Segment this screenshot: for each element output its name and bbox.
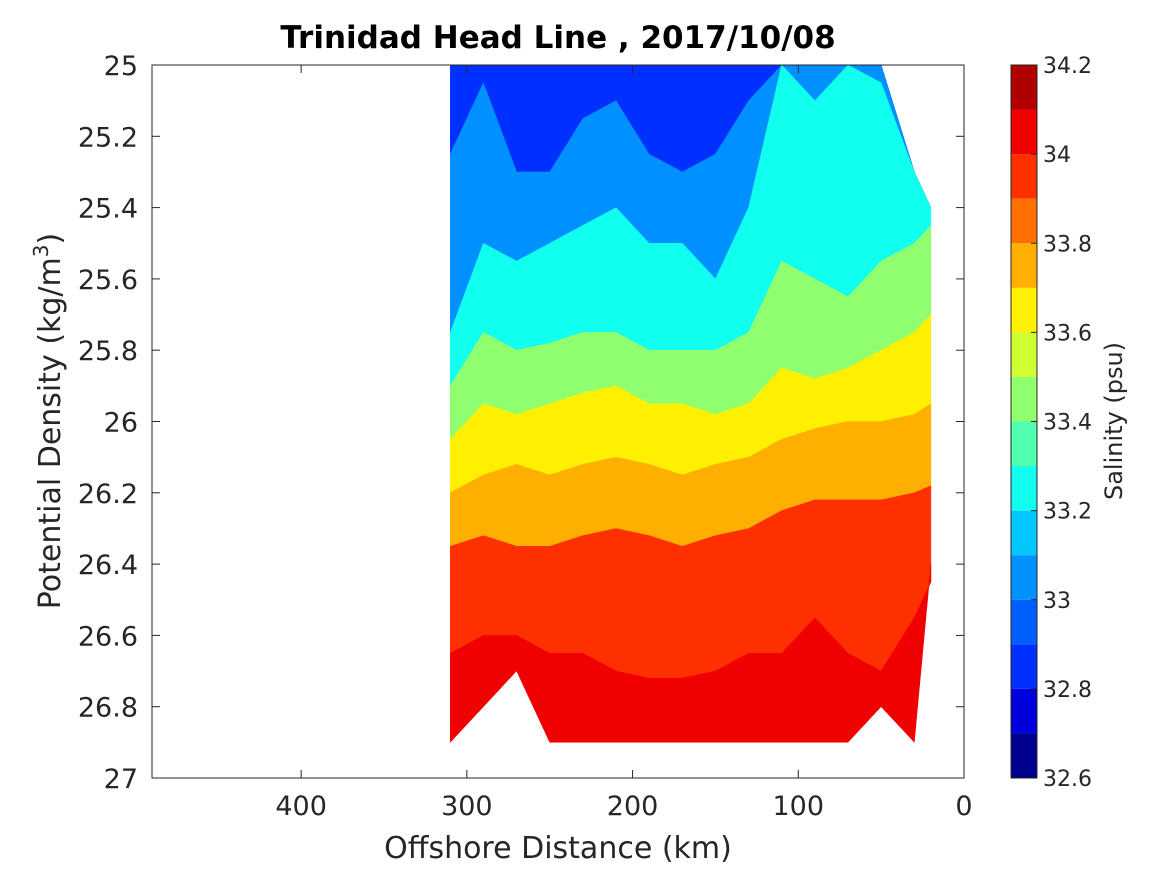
y-tick-label: 25.8 [78, 336, 138, 367]
colorbar-label: Salinity (psu) [1100, 342, 1128, 500]
colorbar-swatch [1011, 65, 1037, 110]
y-tick-label: 26 [104, 408, 138, 439]
colorbar-tick-label: 33.4 [1043, 411, 1092, 436]
x-tick-label: 200 [607, 791, 659, 822]
x-tick-label: 100 [773, 791, 825, 822]
chart-title: Trinidad Head Line , 2017/10/08 [280, 20, 835, 56]
y-tick-label: 27 [104, 764, 138, 795]
x-tick-label: 300 [441, 791, 493, 822]
salinity-contours [450, 65, 932, 743]
y-tick-label: 25.6 [78, 265, 138, 296]
y-tick-label: 26.4 [78, 550, 138, 581]
x-tick-label: 400 [275, 791, 327, 822]
y-tick-label: 25.4 [78, 194, 138, 225]
colorbar-tick-label: 33.2 [1043, 500, 1092, 525]
plot-area [151, 64, 965, 779]
colorbar-tick-label: 32.8 [1043, 678, 1092, 703]
colorbar-swatch [1011, 287, 1037, 333]
y-tick-label: 26.2 [78, 479, 138, 510]
colorbar-swatch [1011, 332, 1037, 377]
colorbar-swatch [1011, 688, 1037, 734]
colorbar-swatch [1011, 198, 1037, 244]
y-axis-label: Potential Density (kg/m3) [29, 233, 68, 609]
colorbar-ticks: 32.6 32.8 33 33.2 33.4 33.6 33.8 34 34.2 [1031, 54, 1092, 792]
colorbar-tick-label: 33 [1043, 589, 1071, 614]
contour-band-34-1-34-2 [450, 564, 932, 743]
colorbar-swatch [1011, 154, 1037, 199]
colorbar-tick-label: 32.6 [1043, 767, 1092, 792]
y-tick-label: 26.6 [78, 621, 138, 652]
y-tick-label: 25.2 [78, 122, 138, 153]
x-axis: 400 300 200 100 0 [275, 65, 973, 822]
colorbar [1010, 64, 1038, 779]
colorbar-swatch [1011, 466, 1037, 511]
y-axis-label-main: Potential Density (kg/m [33, 257, 68, 609]
colorbar-swatch [1011, 733, 1037, 778]
y-axis-label-close: ) [33, 233, 68, 245]
colorbar-tick-label: 34.2 [1043, 54, 1092, 79]
colorbar-tick-label: 33.6 [1043, 321, 1092, 346]
colorbar-swatch [1011, 376, 1037, 422]
y-axis: 25 25.2 25.4 25.6 25.8 26 26.2 26.4 26.6 26.8 27 [78, 51, 964, 795]
colorbar-swatch [1011, 599, 1037, 645]
colorbar-swatch [1011, 421, 1037, 467]
colorbar-tick-label: 33.8 [1043, 232, 1092, 257]
colorbar-tick-label: 34 [1043, 143, 1071, 168]
colorbar-swatch [1011, 243, 1037, 288]
y-axis-label-superscript: 3 [29, 244, 53, 257]
y-tick-label: 26.8 [78, 693, 138, 724]
y-tick-label: 25 [104, 51, 138, 82]
x-axis-label: Offshore Distance (km) [384, 831, 732, 866]
colorbar-swatch [1011, 510, 1037, 556]
colorbar-swatch [1011, 109, 1037, 155]
x-tick-label: 0 [955, 791, 972, 822]
colorbar-swatch [1011, 644, 1037, 689]
colorbar-swatch [1011, 555, 1037, 600]
